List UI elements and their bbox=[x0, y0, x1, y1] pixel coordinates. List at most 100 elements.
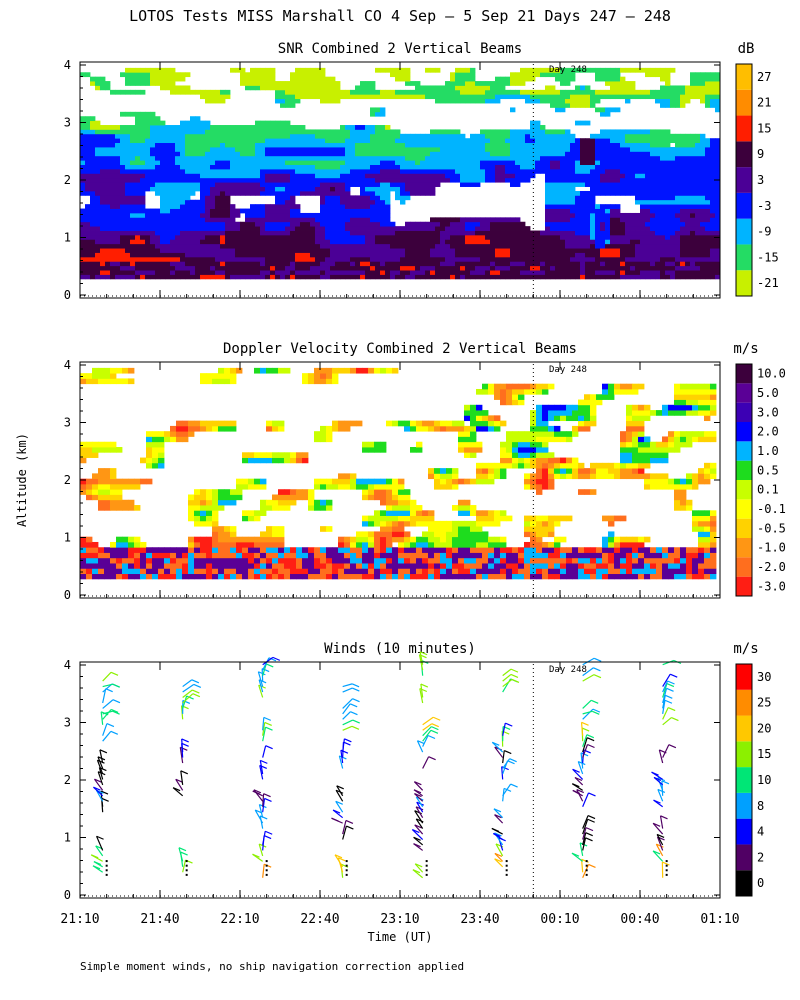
snr-cell bbox=[650, 274, 656, 280]
snr-cell bbox=[450, 243, 456, 249]
snr-cell bbox=[230, 133, 236, 139]
snr-cell bbox=[580, 221, 586, 227]
snr-cell bbox=[525, 94, 531, 100]
snr-cell bbox=[305, 94, 311, 100]
snr-cell bbox=[315, 155, 321, 161]
snr-cell bbox=[590, 252, 596, 258]
snr-cell bbox=[405, 190, 411, 196]
snr-cell bbox=[650, 195, 656, 201]
snr-cell bbox=[150, 239, 156, 245]
snr-cell bbox=[495, 76, 501, 82]
snr-cell bbox=[600, 94, 606, 100]
snr-cell bbox=[100, 177, 106, 183]
snr-cell bbox=[110, 270, 116, 275]
snr-cell bbox=[300, 72, 306, 78]
snr-cell bbox=[360, 212, 366, 218]
snr-cell bbox=[415, 81, 421, 86]
snr-cell bbox=[250, 239, 256, 245]
snr-cell bbox=[205, 265, 211, 271]
snr-cell bbox=[185, 129, 191, 135]
snr-cell bbox=[560, 265, 566, 271]
snr-cell bbox=[690, 208, 696, 214]
snr-cell bbox=[545, 226, 551, 231]
snr-cell bbox=[590, 94, 596, 100]
snr-cell bbox=[535, 129, 541, 135]
snr-cell bbox=[565, 204, 571, 209]
snr-cell bbox=[385, 182, 391, 187]
snr-cell bbox=[275, 265, 281, 271]
snr-cell bbox=[535, 125, 541, 130]
snr-cell bbox=[155, 243, 161, 249]
snr-cell bbox=[570, 226, 576, 231]
snr-cell bbox=[375, 190, 381, 196]
snr-cell bbox=[685, 147, 691, 152]
snr-cell bbox=[240, 155, 246, 161]
snr-cell bbox=[490, 147, 496, 152]
snr-cell bbox=[555, 204, 561, 209]
snr-cell bbox=[120, 177, 126, 183]
snr-cell bbox=[640, 173, 646, 179]
snr-cell bbox=[315, 160, 321, 165]
snr-cell bbox=[465, 89, 471, 95]
snr-cell bbox=[495, 98, 501, 104]
snr-cell bbox=[650, 72, 656, 78]
snr-cell bbox=[365, 85, 371, 91]
snr-cell bbox=[670, 230, 676, 236]
snr-cell bbox=[660, 129, 666, 135]
snr-cell bbox=[685, 138, 691, 144]
snr-cell bbox=[405, 173, 411, 179]
snr-cell bbox=[615, 261, 621, 267]
snr-cell bbox=[465, 256, 471, 262]
snr-cell bbox=[660, 230, 666, 236]
velocity-cell bbox=[110, 447, 117, 453]
snr-cell bbox=[210, 182, 216, 187]
snr-cell bbox=[455, 67, 461, 73]
snr-cell bbox=[520, 239, 526, 245]
snr-cell bbox=[540, 151, 546, 157]
snr-cell bbox=[280, 186, 286, 192]
snr-cell bbox=[465, 94, 471, 100]
snr-cell bbox=[450, 94, 456, 100]
snr-cell bbox=[465, 138, 471, 144]
snr-cell bbox=[260, 274, 266, 280]
snr-cell bbox=[690, 243, 696, 249]
snr-cell bbox=[640, 160, 646, 165]
snr-cell bbox=[330, 274, 336, 280]
snr-cell bbox=[285, 133, 291, 139]
snr-cell bbox=[515, 248, 521, 253]
snr-cell bbox=[370, 138, 376, 144]
snr-cell bbox=[585, 94, 591, 100]
snr-cell bbox=[480, 85, 486, 91]
snr-cell bbox=[290, 138, 296, 144]
snr-cell bbox=[620, 261, 626, 267]
snr-cell bbox=[125, 221, 131, 227]
snr-cell bbox=[625, 164, 631, 170]
snr-cell bbox=[320, 160, 326, 165]
snr-cell bbox=[260, 252, 266, 258]
snr-cell bbox=[190, 221, 196, 227]
snr-cell bbox=[625, 155, 631, 161]
snr-cell bbox=[525, 239, 531, 245]
snr-cell bbox=[255, 151, 261, 157]
velocity-cell bbox=[86, 494, 93, 501]
snr-cell bbox=[390, 274, 396, 280]
snr-cell bbox=[595, 252, 601, 258]
snr-cell bbox=[510, 81, 516, 86]
snr-cell bbox=[80, 125, 86, 130]
snr-cell bbox=[675, 173, 681, 179]
snr-cell bbox=[265, 190, 271, 196]
snr-cell bbox=[335, 147, 341, 152]
snr-cell bbox=[315, 67, 321, 73]
snr-cell bbox=[570, 94, 576, 100]
snr-cell bbox=[410, 138, 416, 144]
y-tick-label: 3 bbox=[64, 116, 71, 130]
snr-cell bbox=[630, 217, 636, 223]
snr-cell bbox=[675, 274, 681, 280]
snr-cell bbox=[420, 168, 426, 174]
snr-cell bbox=[255, 182, 261, 187]
snr-cell bbox=[260, 168, 266, 174]
snr-cell bbox=[165, 177, 171, 183]
snr-cell bbox=[250, 182, 256, 187]
snr-cell bbox=[420, 221, 426, 227]
snr-cell bbox=[180, 212, 186, 218]
